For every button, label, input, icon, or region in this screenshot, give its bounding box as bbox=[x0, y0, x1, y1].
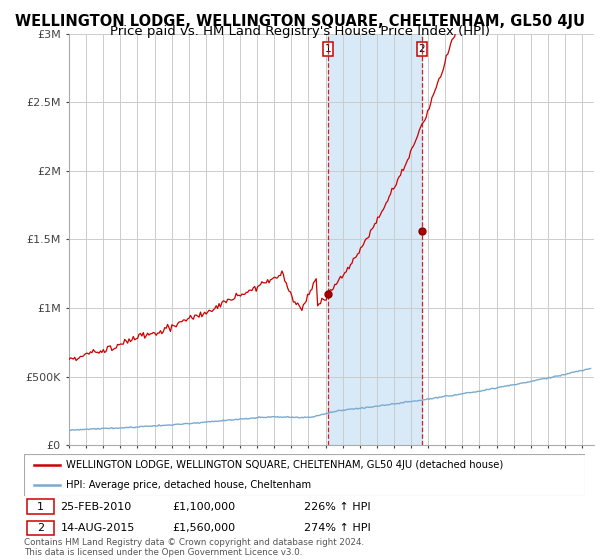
FancyBboxPatch shape bbox=[27, 521, 54, 535]
FancyBboxPatch shape bbox=[24, 454, 585, 496]
Text: 226% ↑ HPI: 226% ↑ HPI bbox=[305, 502, 371, 512]
Text: £1,560,000: £1,560,000 bbox=[173, 523, 236, 533]
Text: 1: 1 bbox=[325, 44, 331, 54]
Text: 2: 2 bbox=[37, 523, 44, 533]
Text: 14-AUG-2015: 14-AUG-2015 bbox=[61, 523, 135, 533]
Text: 2: 2 bbox=[418, 44, 425, 54]
Text: £1,100,000: £1,100,000 bbox=[173, 502, 236, 512]
Text: HPI: Average price, detached house, Cheltenham: HPI: Average price, detached house, Chel… bbox=[66, 480, 311, 490]
Text: 25-FEB-2010: 25-FEB-2010 bbox=[61, 502, 132, 512]
Text: WELLINGTON LODGE, WELLINGTON SQUARE, CHELTENHAM, GL50 4JU: WELLINGTON LODGE, WELLINGTON SQUARE, CHE… bbox=[15, 14, 585, 29]
Text: Price paid vs. HM Land Registry's House Price Index (HPI): Price paid vs. HM Land Registry's House … bbox=[110, 25, 490, 38]
Text: 274% ↑ HPI: 274% ↑ HPI bbox=[305, 523, 371, 533]
Text: Contains HM Land Registry data © Crown copyright and database right 2024.
This d: Contains HM Land Registry data © Crown c… bbox=[24, 538, 364, 557]
Bar bbox=[328, 34, 422, 445]
Text: 1: 1 bbox=[37, 502, 44, 512]
FancyBboxPatch shape bbox=[27, 500, 54, 514]
Text: WELLINGTON LODGE, WELLINGTON SQUARE, CHELTENHAM, GL50 4JU (detached house): WELLINGTON LODGE, WELLINGTON SQUARE, CHE… bbox=[66, 460, 503, 470]
